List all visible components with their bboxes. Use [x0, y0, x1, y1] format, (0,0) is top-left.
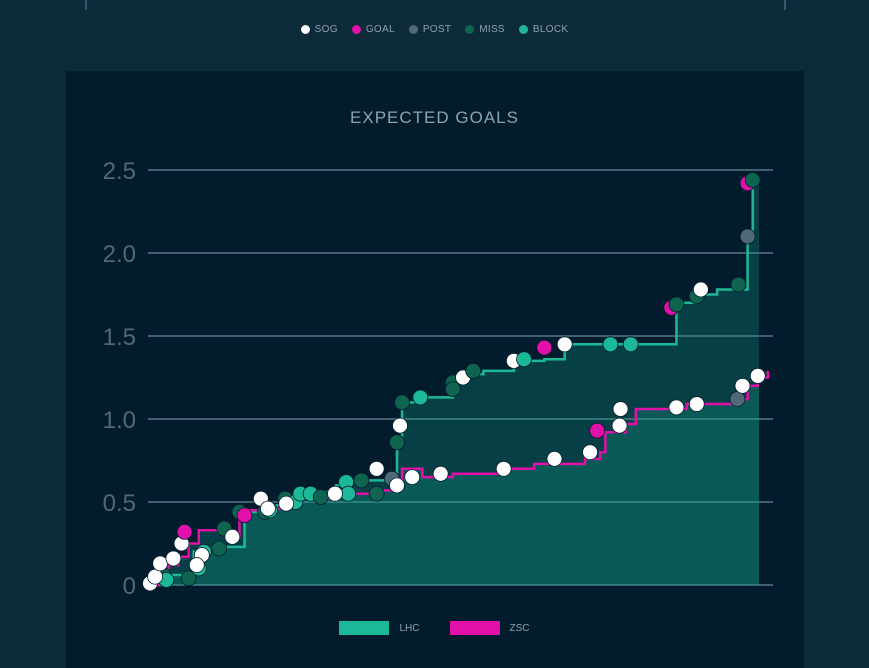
shot-block-lhc[interactable] — [340, 485, 357, 502]
shot-block-lhc[interactable] — [622, 336, 639, 353]
shot-miss-lhc[interactable] — [211, 540, 228, 557]
shot-sog-zsc[interactable] — [749, 367, 766, 384]
team-legend: LHC ZSC — [0, 621, 869, 635]
legend-item-sog[interactable]: SOG — [300, 24, 338, 35]
shot-sog-zsc[interactable] — [327, 485, 343, 502]
shot-sog-zsc[interactable] — [147, 568, 164, 585]
shot-sog-zsc[interactable] — [612, 401, 629, 417]
legend-label-miss: MISS — [479, 24, 505, 35]
legend-item-post[interactable]: POST — [408, 24, 452, 35]
shot-sog-zsc[interactable] — [688, 396, 705, 412]
shot-miss-lhc[interactable] — [353, 472, 370, 489]
shot-miss-lhc[interactable] — [730, 276, 747, 293]
shot-sog-zsc[interactable] — [224, 528, 241, 545]
shot-miss-lhc[interactable] — [180, 570, 197, 587]
shot-sog-lhc[interactable] — [692, 281, 709, 298]
shot-sog-lhc[interactable] — [556, 336, 573, 353]
shot-sog-zsc[interactable] — [582, 444, 598, 461]
shot-type-legend: SOG GOAL POST MISS BLOCK — [0, 24, 869, 35]
shot-sog-zsc[interactable] — [389, 477, 405, 494]
shot-sog-zsc[interactable] — [188, 557, 205, 573]
legend-item-zsc[interactable]: ZSC — [449, 621, 530, 635]
shot-sog-zsc[interactable] — [734, 377, 751, 394]
area-zsc — [148, 370, 768, 585]
y-tick-label: 2.5 — [103, 158, 136, 185]
shot-miss-lhc[interactable] — [465, 362, 482, 379]
shot-miss-lhc[interactable] — [394, 394, 410, 411]
y-tick-label: 0 — [123, 573, 136, 600]
shot-miss-lhc[interactable] — [368, 485, 385, 502]
shot-sog-zsc[interactable] — [404, 469, 421, 486]
top-rule-left — [85, 0, 87, 10]
legend-label-lhc: LHC — [399, 622, 420, 634]
shot-sog-zsc[interactable] — [495, 460, 512, 477]
shot-sog-zsc[interactable] — [368, 460, 385, 477]
shot-block-lhc[interactable] — [412, 389, 429, 406]
shot-post-zsc[interactable] — [729, 391, 746, 407]
y-tick-label: 1.5 — [103, 324, 136, 351]
sog-dot-icon — [300, 25, 310, 34]
legend-label-sog: SOG — [314, 24, 338, 35]
shot-goal-zsc[interactable] — [236, 507, 253, 524]
legend-label-post: POST — [422, 24, 452, 35]
zsc-swatch — [449, 621, 500, 635]
shot-sog-lhc[interactable] — [392, 417, 408, 434]
legend-item-block[interactable]: BLOCK — [518, 24, 569, 35]
shot-miss-lhc[interactable] — [668, 296, 685, 313]
shot-sog-zsc[interactable] — [611, 417, 628, 434]
shot-sog-zsc[interactable] — [165, 550, 182, 567]
top-rule-right — [784, 0, 786, 10]
shot-miss-lhc[interactable] — [389, 434, 405, 451]
shot-post-lhc[interactable] — [739, 228, 756, 245]
block-dot-icon — [518, 25, 528, 34]
shot-sog-zsc[interactable] — [546, 450, 563, 467]
y-tick-label: 0.5 — [103, 490, 136, 517]
shot-miss-lhc[interactable] — [312, 489, 329, 505]
y-tick-label: 2.0 — [103, 241, 136, 268]
shot-sog-zsc[interactable] — [668, 399, 685, 416]
shot-block-lhc[interactable] — [602, 336, 619, 353]
legend-item-goal[interactable]: GOAL — [351, 24, 395, 35]
legend-item-miss[interactable]: MISS — [465, 24, 505, 35]
shot-sog-zsc[interactable] — [278, 495, 295, 512]
legend-label-block: BLOCK — [532, 24, 569, 35]
chart-title: EXPECTED GOALS — [350, 108, 519, 127]
legend-label-zsc: ZSC — [509, 622, 530, 634]
post-dot-icon — [408, 25, 418, 34]
shot-goal-zsc[interactable] — [176, 523, 193, 540]
shot-miss-lhc[interactable] — [744, 172, 761, 188]
legend-label-goal: GOAL — [365, 24, 395, 35]
goal-dot-icon — [351, 25, 361, 34]
miss-dot-icon — [465, 25, 475, 34]
shot-goal-lhc[interactable] — [536, 339, 553, 356]
lhc-swatch — [339, 621, 390, 635]
shot-sog-zsc[interactable] — [260, 500, 276, 517]
area-lhc — [148, 179, 759, 585]
shot-goal-zsc[interactable] — [589, 422, 606, 439]
shot-sog-zsc[interactable] — [432, 465, 449, 482]
shot-block-lhc[interactable] — [516, 351, 532, 368]
y-tick-label: 1.0 — [103, 407, 136, 434]
shot-sog-zsc[interactable] — [152, 555, 169, 572]
legend-item-lhc[interactable]: LHC — [339, 621, 420, 635]
shot-miss-lhc[interactable] — [444, 381, 461, 398]
